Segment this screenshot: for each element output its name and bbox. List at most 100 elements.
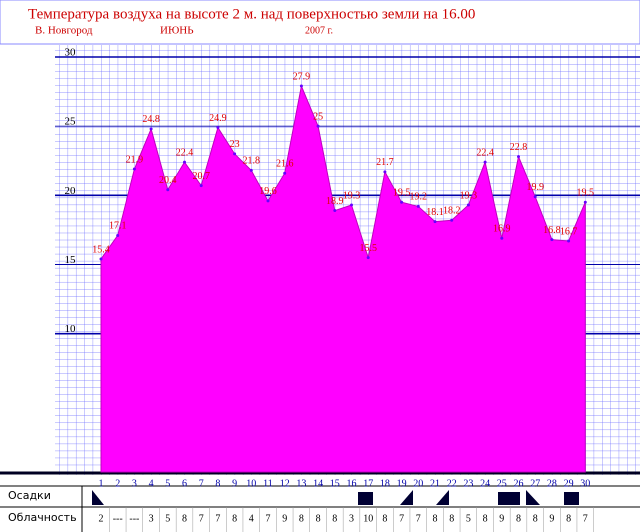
cloud-value: 7	[583, 513, 588, 524]
value-label: 20.4	[159, 175, 177, 186]
x-tick-label: 5	[165, 478, 170, 489]
subtitle: 2007 г.	[305, 25, 333, 36]
point	[550, 238, 554, 242]
y-tick-label: 30	[65, 47, 77, 59]
value-label: 22.4	[176, 147, 194, 158]
value-label: 19.5	[577, 188, 595, 199]
value-label: 24.8	[142, 114, 160, 125]
x-tick-label: 13	[296, 478, 306, 489]
x-tick-label: 10	[246, 478, 256, 489]
x-tick-label: 4	[149, 478, 154, 489]
point	[416, 204, 420, 208]
x-tick-label: 20	[413, 478, 423, 489]
x-tick-label: 30	[580, 478, 590, 489]
point	[350, 203, 353, 207]
point	[149, 127, 153, 131]
cloud-value: 5	[165, 513, 170, 524]
x-tick-label: 16	[347, 478, 357, 489]
y-tick-label: 10	[65, 323, 77, 335]
cloud-value: 9	[549, 513, 554, 524]
cloud-value: 7	[416, 513, 421, 524]
x-tick-label: 1	[99, 478, 104, 489]
chart-title: Температура воздуха на высоте 2 м. над п…	[28, 6, 475, 22]
cloud-value: 8	[516, 513, 521, 524]
cloud-value: 3	[349, 513, 354, 524]
cloud-value: 4	[249, 513, 254, 524]
row-label: Осадки	[8, 489, 51, 502]
cloud-value: 3	[149, 513, 154, 524]
x-tick-label: 18	[380, 478, 390, 489]
value-label: 16.9	[493, 224, 511, 235]
point	[132, 167, 136, 171]
value-label: 24.9	[209, 113, 227, 124]
x-tick-label: 12	[280, 478, 290, 489]
cloud-value: 9	[282, 513, 287, 524]
x-tick-label: 7	[199, 478, 204, 489]
point	[299, 84, 303, 88]
value-label: 22.8	[510, 142, 528, 153]
cloud-value: 10	[363, 513, 373, 524]
point	[483, 160, 487, 164]
point	[466, 203, 470, 207]
point	[266, 199, 270, 203]
x-tick-label: 9	[232, 478, 237, 489]
value-label: 20.7	[192, 171, 210, 182]
cloud-value: 8	[299, 513, 304, 524]
point	[517, 155, 520, 159]
cloud-value: 2	[99, 513, 104, 524]
value-label: 27.9	[293, 71, 311, 82]
value-label: 18.2	[443, 206, 461, 217]
value-label: 22.4	[476, 147, 494, 158]
value-label: 18.1	[426, 207, 444, 218]
point	[450, 218, 454, 222]
point	[366, 256, 370, 260]
point	[99, 257, 103, 261]
y-tick-label: 25	[65, 116, 77, 128]
cloud-value: 7	[199, 513, 204, 524]
cloud-value: 7	[266, 513, 271, 524]
point	[199, 184, 203, 188]
x-tick-label: 8	[215, 478, 220, 489]
cloud-value: 7	[399, 513, 404, 524]
x-tick-label: 17	[363, 478, 373, 489]
value-label: 21.8	[243, 156, 261, 167]
cloud-value: 8	[533, 513, 538, 524]
point	[166, 188, 170, 192]
x-tick-label: 29	[564, 478, 574, 489]
table-bg	[0, 484, 640, 532]
y-tick-label: 15	[65, 254, 77, 266]
point	[433, 220, 437, 224]
point	[116, 233, 120, 237]
cloud-value: ---	[113, 513, 123, 524]
value-label: 15.4	[92, 244, 110, 255]
value-label: 19.6	[259, 186, 277, 197]
x-tick-label: 6	[182, 478, 187, 489]
value-label: 21.7	[376, 157, 394, 168]
x-tick-label: 23	[463, 478, 473, 489]
point	[383, 170, 387, 174]
value-label: 17.1	[109, 221, 127, 232]
value-label: 19.9	[526, 182, 544, 193]
cloud-value: 8	[382, 513, 387, 524]
value-label: 21.9	[126, 154, 144, 165]
x-tick-label: 27	[530, 478, 540, 489]
value-label: 19.3	[343, 190, 361, 201]
header-box	[0, 0, 640, 45]
point	[400, 200, 404, 204]
y-tick-label: 20	[65, 185, 77, 197]
value-label: 15.5	[359, 243, 377, 254]
cloud-value: 8	[483, 513, 488, 524]
cloud-value: 5	[466, 513, 471, 524]
point	[333, 209, 337, 213]
point	[316, 124, 320, 128]
x-tick-label: 25	[497, 478, 507, 489]
point	[183, 160, 186, 164]
point	[283, 171, 287, 175]
value-label: 21.6	[276, 158, 294, 169]
value-label: 23	[230, 139, 240, 150]
cloud-value: 8	[449, 513, 454, 524]
cloud-value: 9	[499, 513, 504, 524]
row-label: Облачность	[8, 511, 77, 524]
x-tick-label: 26	[514, 478, 524, 489]
